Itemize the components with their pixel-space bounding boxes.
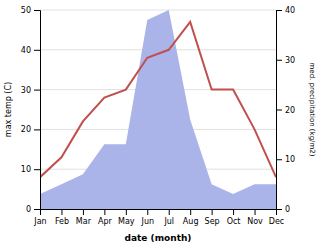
tick-mark	[276, 159, 282, 160]
plot: JanFebMarAprMayJunJulAugSepOctNovDec0102…	[21, 6, 295, 226]
tick-mark	[34, 10, 40, 11]
tick-mark	[212, 209, 213, 215]
y2-axis: 0 10 20 30 40	[276, 6, 295, 214]
tick: 20	[21, 125, 40, 134]
tick-label: 20	[21, 125, 31, 134]
tick: Dec	[269, 209, 284, 226]
tick: 0	[26, 205, 40, 214]
axis-line	[277, 11, 283, 210]
tick-label: 40	[21, 46, 31, 55]
tick: 20	[276, 106, 295, 115]
tick: Jul	[163, 209, 174, 226]
tick-label: Mar	[76, 217, 92, 226]
tick-mark	[34, 50, 40, 51]
tick-label: 30	[285, 56, 295, 65]
y2-axis-title: med. precipitation (kg/m2)	[308, 63, 316, 157]
tick: 10	[276, 155, 295, 164]
tick: Sep	[205, 209, 220, 226]
tick-mark	[276, 209, 282, 210]
tick-mark	[255, 209, 256, 215]
tick-label: Apr	[98, 217, 113, 226]
tick: Feb	[55, 209, 69, 226]
tick-mark	[83, 209, 84, 215]
tick-mark	[276, 110, 282, 111]
axis-line	[41, 210, 277, 216]
tick-mark	[276, 60, 282, 61]
tick: Nov	[247, 209, 263, 226]
tick-mark	[126, 209, 127, 215]
tick-label: 50	[21, 6, 31, 15]
tick-label: Feb	[55, 217, 69, 226]
tick: 30	[276, 56, 295, 65]
tick-mark	[34, 90, 40, 91]
tick-label: 10	[285, 155, 295, 164]
tick-mark	[147, 209, 148, 215]
tick-label: Nov	[247, 217, 263, 226]
tick-label: 0	[26, 205, 31, 214]
tick: 0	[276, 205, 290, 214]
tick-label: Jun	[141, 217, 155, 226]
area	[40, 10, 276, 209]
tick-mark	[276, 10, 282, 11]
tick: 10	[21, 165, 40, 174]
tick-mark	[61, 209, 62, 215]
y-axis-title: max temp (C)	[4, 82, 13, 137]
tick: 40	[21, 46, 40, 55]
tick-label: Jul	[163, 217, 174, 226]
tick-label: Aug	[183, 217, 199, 226]
tick: Jun	[141, 209, 155, 226]
tick-mark	[34, 209, 40, 210]
y-axis: 0 10 20 30 40 50	[21, 6, 41, 214]
tick-label: 0	[285, 205, 290, 214]
tick-mark	[233, 209, 234, 215]
tick-label: May	[118, 217, 135, 226]
tick-label: 30	[21, 86, 31, 95]
tick-mark	[190, 209, 191, 215]
x-axis-title: date (month)	[125, 233, 192, 243]
x-axis: Jan Feb Mar Apr May Jun Jul Aug Sep Oct Nov Dec	[33, 209, 284, 226]
tick: Aug	[183, 209, 199, 226]
grid	[40, 10, 276, 209]
tick-mark	[34, 169, 40, 170]
grid-line	[40, 10, 276, 11]
tick: Mar	[76, 209, 92, 226]
tick: 50	[21, 6, 40, 15]
tick-label: 10	[21, 165, 31, 174]
marks	[40, 10, 276, 209]
tick-label: 40	[285, 6, 295, 15]
tick-label: Oct	[227, 217, 241, 226]
axis-line	[34, 11, 41, 210]
tick-label: 20	[285, 106, 295, 115]
tick-mark	[169, 209, 170, 215]
tick: Oct	[227, 209, 241, 226]
line	[40, 22, 276, 177]
tick: 30	[21, 86, 40, 95]
tick-label: Sep	[205, 217, 220, 226]
tick: Jan	[33, 209, 46, 226]
tick: Apr	[98, 209, 113, 226]
chart: JanFebMarAprMayJunJulAugSepOctNovDec0102…	[0, 0, 318, 247]
tick-label: Dec	[269, 217, 284, 226]
tick-label: Jan	[33, 217, 46, 226]
tick: May	[118, 209, 135, 226]
tick-mark	[34, 129, 40, 130]
tick-mark	[104, 209, 105, 215]
tick: 40	[276, 6, 295, 15]
